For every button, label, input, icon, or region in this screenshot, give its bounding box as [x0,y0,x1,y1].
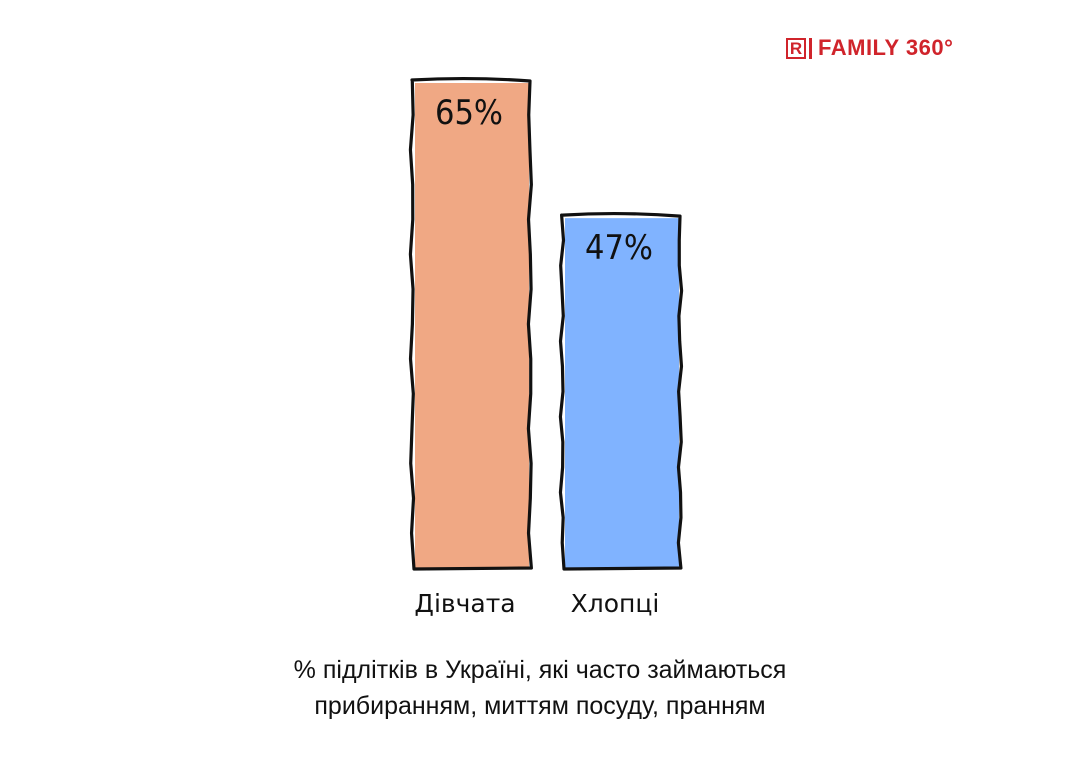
logo-r-icon: R [786,37,806,59]
bar-group: 65% Дівчата [408,76,533,618]
bar-group: 47% Хлопці [558,211,684,618]
bar-fill [565,218,679,568]
caption-line-2: прибиранням, миттям посуду, пранням [314,692,766,720]
category-label: Дівчата [414,589,515,618]
bar-value-label: 65% [435,93,503,133]
logo-separator [809,37,812,59]
bar-value-label: 47% [585,228,653,268]
bar-outline [558,211,684,571]
category-label: Хлопці [571,589,660,618]
bar-fill [415,83,529,568]
bar-outline [408,76,533,571]
brand-logo: R FAMILY 360° [786,34,953,62]
chart-caption: % підлітків в Україні, які часто займают… [140,652,940,724]
caption-line-1: % підлітків в Україні, які часто займают… [293,656,787,684]
logo-text: FAMILY 360° [818,35,954,60]
